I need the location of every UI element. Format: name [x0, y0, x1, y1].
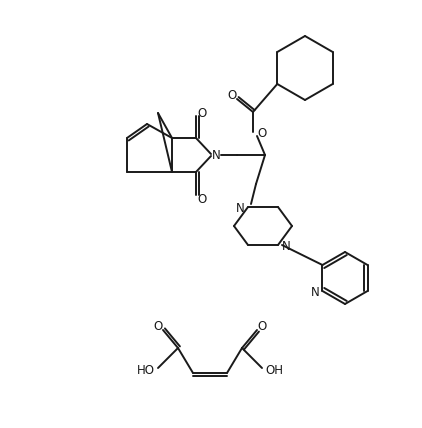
Text: N: N [235, 202, 244, 214]
Text: O: O [197, 193, 207, 205]
Text: N: N [311, 286, 320, 300]
Text: O: O [257, 127, 267, 140]
Text: N: N [281, 240, 290, 253]
Text: HO: HO [137, 365, 155, 377]
Text: O: O [257, 319, 267, 333]
Text: N: N [211, 149, 220, 161]
Text: OH: OH [265, 365, 283, 377]
Text: O: O [153, 319, 162, 333]
Text: O: O [197, 107, 207, 119]
Text: O: O [227, 89, 237, 101]
